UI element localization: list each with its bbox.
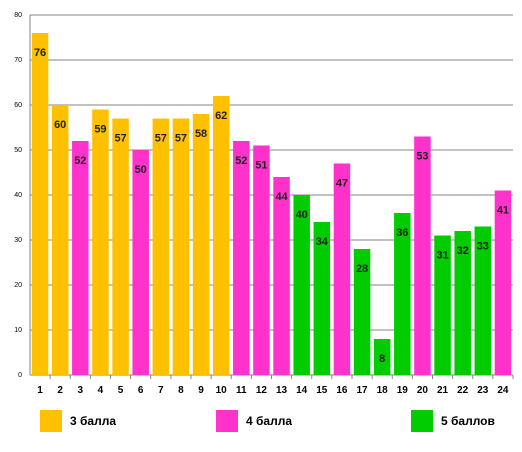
legend-label-3: 3 балла <box>70 414 117 428</box>
x-tick-label: 2 <box>57 385 63 396</box>
data-label: 8 <box>379 353 385 365</box>
legend-item-4: 4 балла <box>216 410 292 432</box>
y-tick-label: 0 <box>18 372 22 379</box>
bar <box>293 195 310 375</box>
bar <box>92 109 109 375</box>
bar <box>172 118 190 375</box>
data-label: 47 <box>336 178 348 190</box>
x-tick-label: 11 <box>236 385 247 396</box>
x-tick-label: 16 <box>336 385 348 396</box>
bar <box>313 222 331 375</box>
legend-item-5: 5 баллов <box>411 410 495 432</box>
x-tick-label: 3 <box>78 385 84 396</box>
data-label: 31 <box>436 250 448 262</box>
y-tick-label: 40 <box>14 192 22 199</box>
legend: 3 балла 4 балла 5 баллов <box>0 410 522 440</box>
data-label: 41 <box>497 205 509 217</box>
bar <box>132 150 149 375</box>
bar <box>152 118 170 375</box>
x-tick-label: 4 <box>98 385 104 396</box>
data-label: 53 <box>416 151 428 163</box>
bar <box>212 96 230 375</box>
legend-swatch-5 <box>411 410 433 432</box>
x-tick-label: 20 <box>417 385 429 396</box>
bar <box>373 339 391 375</box>
x-tick-label: 6 <box>138 385 144 396</box>
x-tick-label: 1 <box>37 385 43 396</box>
data-label: 28 <box>356 263 368 275</box>
y-tick-label: 50 <box>14 147 22 154</box>
data-label: 57 <box>155 133 167 145</box>
legend-label-4: 4 балла <box>246 414 293 428</box>
data-label: 57 <box>114 133 126 145</box>
bar <box>273 177 290 375</box>
x-tick-label: 18 <box>377 385 389 396</box>
bar <box>474 226 492 375</box>
x-tick-label: 7 <box>158 385 164 396</box>
bar <box>72 141 89 375</box>
y-tick-label: 70 <box>14 57 22 64</box>
x-tick-label: 19 <box>397 385 409 396</box>
x-tick-label: 17 <box>357 385 369 396</box>
data-label: 34 <box>316 236 329 248</box>
data-label: 52 <box>235 155 247 167</box>
data-label: 52 <box>74 155 86 167</box>
bar <box>434 235 451 375</box>
bar <box>353 249 371 375</box>
y-tick-label: 30 <box>14 237 22 244</box>
y-tick-label: 60 <box>14 102 22 109</box>
bar <box>454 231 471 375</box>
legend-item-3: 3 балла <box>40 410 116 432</box>
bar <box>31 33 49 375</box>
data-label: 50 <box>135 164 147 176</box>
x-tick-label: 9 <box>198 385 204 396</box>
data-label: 60 <box>54 119 66 131</box>
x-tick-label: 8 <box>178 385 184 396</box>
bar <box>233 141 250 375</box>
x-tick-label: 14 <box>296 385 308 396</box>
y-tick-label: 10 <box>14 327 22 334</box>
bar <box>192 114 210 375</box>
legend-swatch-4 <box>216 410 238 432</box>
x-tick-label: 13 <box>276 385 288 396</box>
x-tick-label: 10 <box>216 385 228 396</box>
data-label: 44 <box>275 191 288 203</box>
data-label: 58 <box>195 128 207 140</box>
data-label: 51 <box>255 160 267 172</box>
data-label: 62 <box>215 110 227 122</box>
y-tick-label: 20 <box>14 282 22 289</box>
data-label: 33 <box>477 241 489 253</box>
data-label: 59 <box>94 124 106 136</box>
bar <box>112 118 129 375</box>
x-tick-label: 24 <box>497 385 509 396</box>
bar <box>51 105 69 375</box>
x-tick-label: 12 <box>256 385 268 396</box>
legend-swatch-3 <box>40 410 62 432</box>
data-label: 40 <box>296 209 308 221</box>
y-tick-label: 80 <box>14 12 22 19</box>
x-tick-label: 22 <box>457 385 469 396</box>
bar <box>414 136 431 375</box>
data-label: 57 <box>175 133 187 145</box>
x-tick-label: 21 <box>437 385 449 396</box>
data-label: 32 <box>457 245 469 257</box>
bar <box>333 163 351 375</box>
bar <box>253 145 270 375</box>
legend-label-5: 5 баллов <box>441 414 495 428</box>
x-tick-label: 15 <box>316 385 328 396</box>
bar-chart: 0 10 20 30 40 50 60 70 80 76 1 60 2 52 3 59 4 57 5 50 6 57 7 57… <box>14 12 514 396</box>
bar <box>494 190 512 375</box>
x-tick-label: 23 <box>477 385 489 396</box>
bar <box>394 213 411 375</box>
data-label: 36 <box>396 227 408 239</box>
x-tick-label: 5 <box>118 385 124 396</box>
data-label: 76 <box>34 47 46 59</box>
